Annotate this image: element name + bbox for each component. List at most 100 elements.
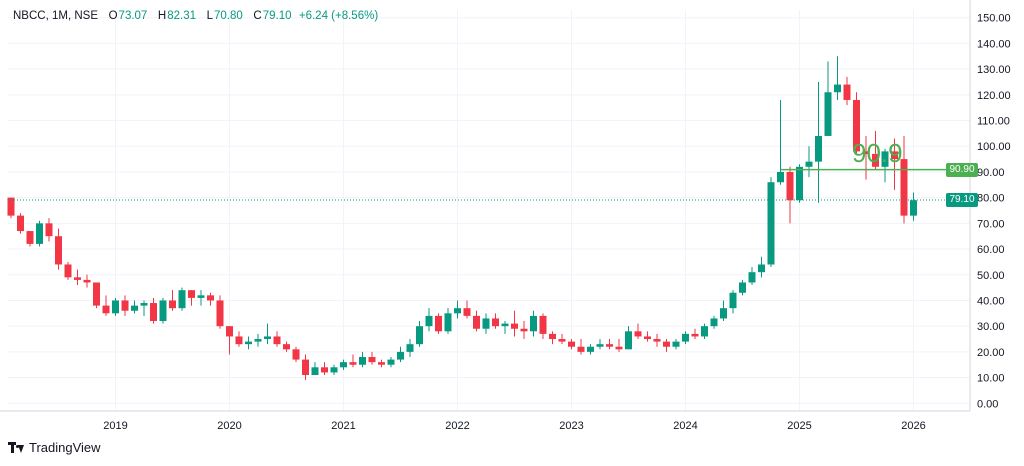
candles [7, 56, 917, 381]
y-tick-label: 50.00 [977, 270, 1005, 282]
candle-body [216, 300, 224, 327]
candle-body [862, 151, 870, 154]
candle-body [55, 236, 62, 265]
brand-label: TradingView [29, 440, 101, 455]
candle-body [121, 300, 129, 311]
candle-body [17, 215, 24, 232]
price-lines [8, 168, 970, 201]
candle-body [273, 336, 281, 345]
candle-body [397, 351, 404, 360]
y-tick-label: 80.00 [977, 193, 1005, 205]
candle-body [140, 303, 148, 306]
y-tick-label: 150.00 [977, 13, 1011, 25]
y-tick-label: 120.00 [977, 90, 1011, 102]
candle-body [226, 326, 233, 337]
close-label: C [253, 10, 262, 22]
x-tick-label: 2024 [673, 420, 697, 432]
x-tick-label: 2025 [787, 420, 811, 432]
candle-body [777, 171, 784, 183]
high-label: H [157, 10, 167, 22]
candle-body [235, 336, 243, 345]
candle-body [36, 223, 43, 244]
x-tick-label: 2022 [445, 420, 469, 432]
candle-body [245, 341, 252, 345]
candle-body [606, 344, 613, 347]
candle-body [178, 290, 186, 309]
candle-body [482, 318, 490, 329]
candle-body [596, 344, 604, 347]
candle-body [93, 282, 100, 306]
candle-body [197, 295, 205, 298]
candle-body [283, 344, 290, 350]
level-annotation[interactable]: 90.9 [852, 138, 903, 168]
candle-body [720, 308, 727, 319]
candle-body [796, 166, 803, 201]
candle-body [492, 318, 499, 327]
candle-body [739, 282, 746, 293]
candle-body [558, 339, 566, 342]
x-tick-label: 2026 [901, 420, 925, 432]
candle-body [729, 292, 737, 309]
candle-body [159, 300, 167, 322]
candle-body [7, 197, 15, 216]
y-tick-label: 140.00 [977, 38, 1011, 50]
candle-body [406, 344, 414, 352]
candle-body [520, 328, 528, 332]
candle-body [634, 331, 642, 337]
candle-body [615, 346, 623, 350]
symbol-label: NBCC, 1M, NSE [13, 10, 98, 22]
y-tick-label: 100.00 [977, 141, 1011, 153]
candle-body [378, 362, 385, 365]
candle-body [112, 300, 119, 314]
candle-body [834, 84, 841, 93]
candle-body [254, 339, 262, 342]
low-label: L [206, 10, 214, 22]
candle-body [26, 231, 34, 244]
candle-body [577, 346, 585, 352]
candle-body [881, 151, 889, 167]
candle-body [701, 326, 708, 337]
high-value: 82.31 [167, 10, 197, 22]
candle-body [530, 315, 537, 332]
x-tick-label: 2019 [103, 420, 127, 432]
candle-body [691, 333, 699, 337]
candle-body [910, 200, 917, 216]
candle-body [663, 341, 670, 347]
candle-body [74, 277, 81, 280]
change-value: +6.24 (+8.56%) [298, 10, 379, 22]
candle-body [387, 359, 395, 365]
candle-body [330, 367, 338, 373]
candle-body [359, 357, 366, 365]
candle-body [786, 171, 794, 201]
candle-body [83, 279, 91, 283]
y-tick-label: 20.00 [977, 347, 1005, 359]
candle-body [767, 182, 775, 265]
candle-body [682, 333, 689, 342]
candle-body [368, 357, 376, 363]
y-tick-label: 40.00 [977, 295, 1005, 307]
candle-body [805, 161, 813, 167]
candle-body [454, 308, 461, 314]
candle-body [463, 308, 471, 316]
candle-body [444, 313, 452, 332]
candle-body [207, 295, 214, 301]
candle-body [188, 290, 195, 298]
low-value: 70.80 [214, 10, 243, 22]
grid [8, 10, 970, 411]
y-tick-label: 0.00 [977, 398, 998, 410]
candle-body [900, 159, 908, 216]
last-price-tag: 79.10 [946, 192, 978, 207]
candle-body [349, 362, 357, 365]
y-tick-label: 10.00 [977, 373, 1005, 385]
open-label: O [108, 10, 118, 22]
candle-body [587, 346, 594, 352]
candle-body [311, 367, 319, 376]
candle-body [102, 305, 110, 314]
y-tick-label: 30.00 [977, 321, 1005, 333]
candle-body [501, 323, 509, 327]
candle-body [292, 349, 300, 360]
tradingview-branding[interactable]: TradingView [8, 440, 101, 455]
candle-body [824, 92, 832, 136]
candle-body [169, 300, 176, 309]
